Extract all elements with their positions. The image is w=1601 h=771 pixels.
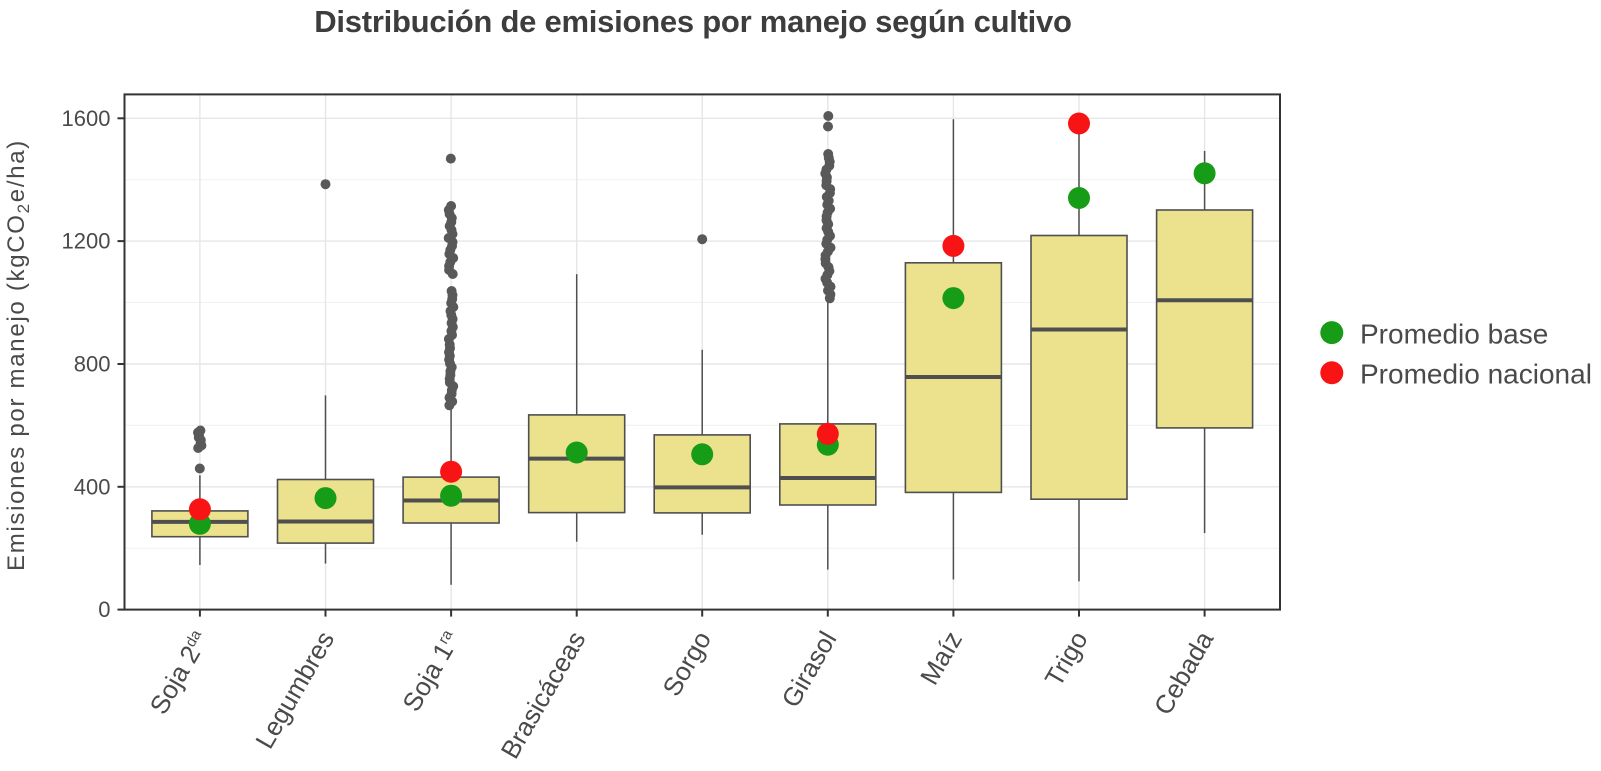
svg-text:Promedio nacional: Promedio nacional	[1360, 359, 1592, 390]
svg-text:Promedio base: Promedio base	[1360, 319, 1548, 350]
svg-text:1600: 1600	[62, 106, 111, 131]
svg-text:Distribución de emisiones por: Distribución de emisiones por manejo seg…	[314, 4, 1071, 39]
svg-text:800: 800	[74, 352, 111, 377]
svg-text:1200: 1200	[62, 229, 111, 254]
svg-text:400: 400	[74, 474, 111, 499]
svg-text:0: 0	[98, 597, 110, 622]
